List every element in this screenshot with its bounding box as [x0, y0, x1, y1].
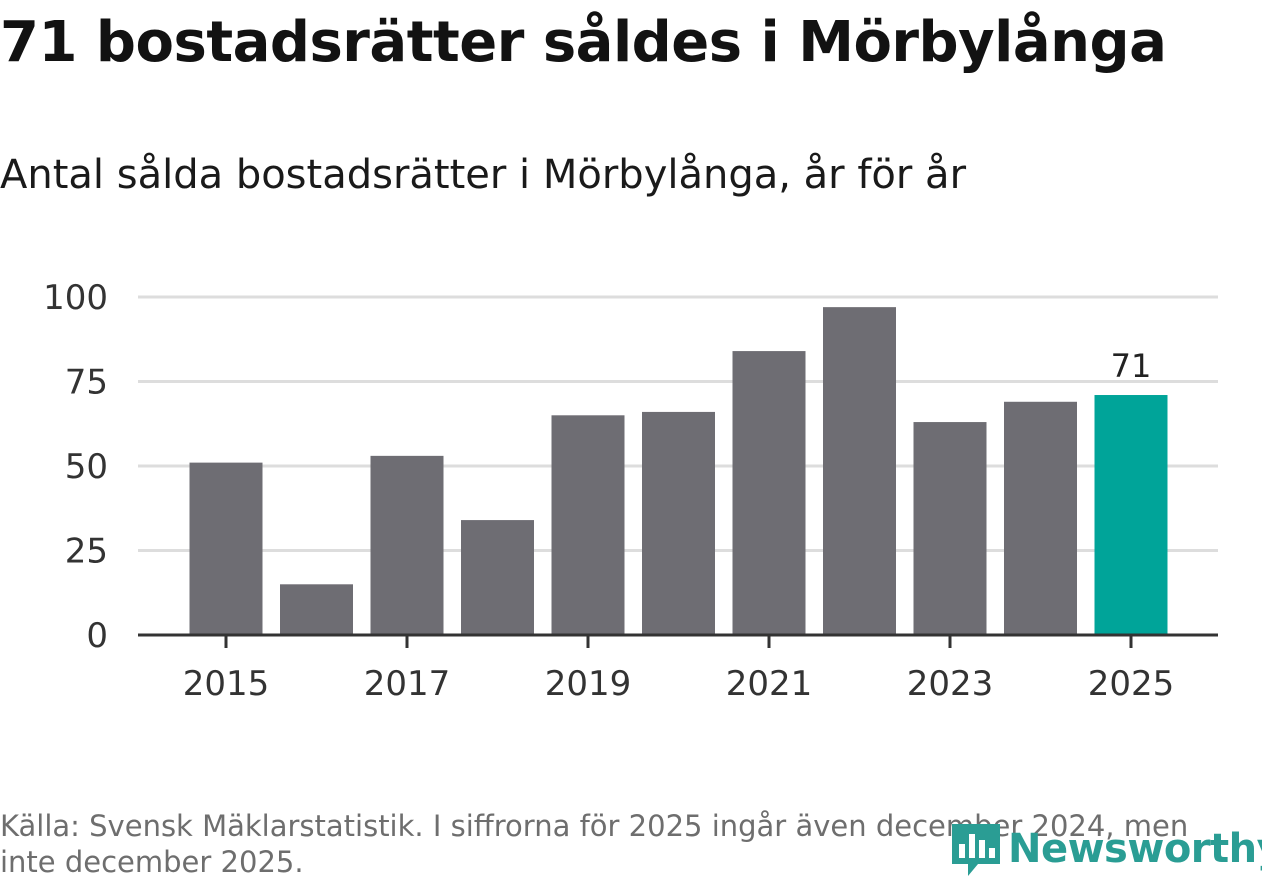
- x-tick-label: 2019: [545, 664, 632, 704]
- bar-2015: [189, 462, 263, 635]
- x-tick-label: 2017: [364, 664, 451, 704]
- y-tick-label: 25: [65, 532, 108, 572]
- x-tick-label: 2021: [726, 664, 813, 704]
- bar-2019: [551, 415, 625, 635]
- bar-2022: [823, 307, 896, 635]
- x-tick-label: 2025: [1088, 664, 1175, 704]
- bar-2020: [642, 411, 715, 635]
- bar-2016: [280, 584, 353, 635]
- y-tick-label: 50: [65, 447, 108, 487]
- x-tick-label: 2015: [183, 664, 270, 704]
- y-tick-label: 0: [86, 616, 108, 656]
- bar-2025: [1094, 395, 1168, 635]
- x-tick-label: 2023: [907, 664, 994, 704]
- chart-subtitle: Antal sålda bostadsrätter i Mörbylånga, …: [0, 152, 967, 198]
- y-tick-label: 100: [43, 278, 108, 318]
- bar-2023: [913, 422, 987, 635]
- bar-chart-logo-icon: [952, 824, 1000, 876]
- newsworthy-logo: Newsworthy: [950, 820, 1262, 878]
- y-tick-label: 75: [65, 363, 108, 403]
- data-label: 71: [1111, 347, 1152, 385]
- bar-2024: [1004, 401, 1077, 635]
- logo-text: Newsworthy: [1008, 826, 1262, 872]
- chart-title: 71 bostadsrätter såldes i Mörbylånga: [0, 10, 1167, 75]
- bar-2017: [370, 455, 444, 635]
- bar-chart: 0 25 50 75 100 71 2015 2017 2019 2021 2023 2025: [43, 278, 1218, 704]
- bar-2021: [732, 351, 806, 635]
- bar-2018: [461, 520, 534, 635]
